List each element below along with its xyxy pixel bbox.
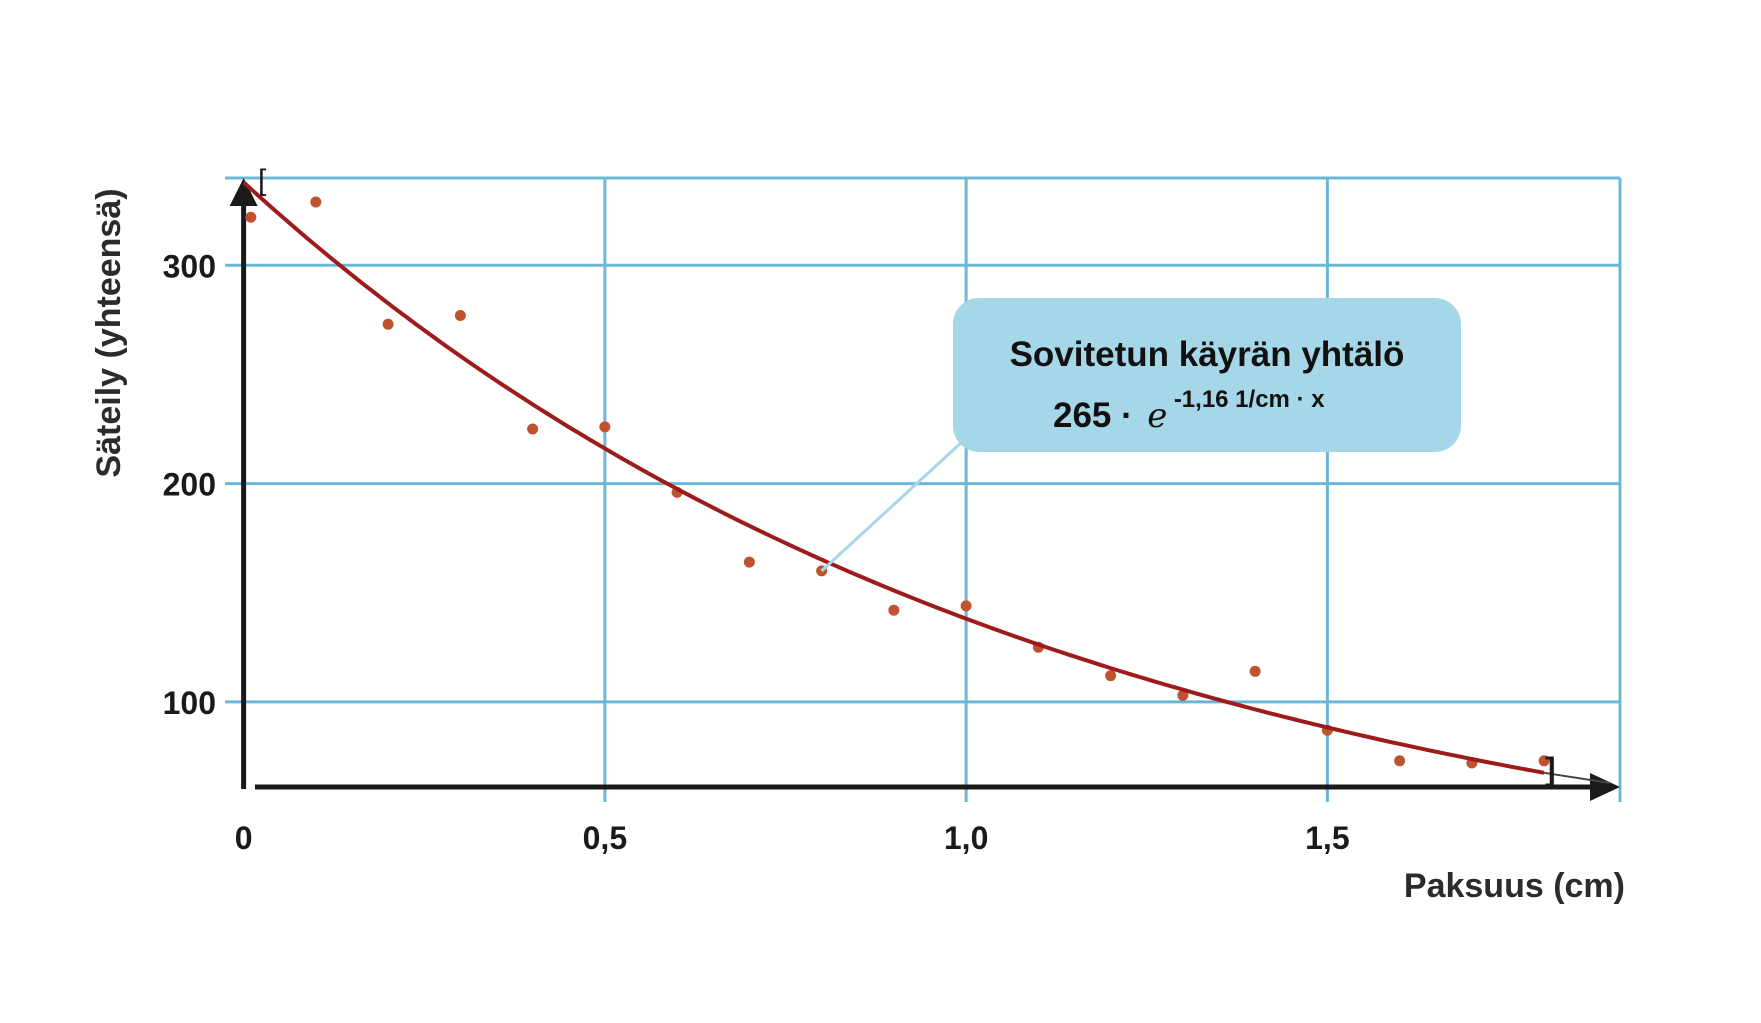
equation-base: e <box>1147 396 1167 436</box>
equation-callout: Sovitetun käyrän yhtälö 265 · e -1,16 1/… <box>953 298 1461 452</box>
equation-coefficient: 265 · <box>1053 396 1133 435</box>
data-point <box>1177 689 1189 701</box>
data-point <box>1538 755 1550 767</box>
y-tick-label: 300 <box>163 248 216 284</box>
grid <box>225 176 1622 802</box>
data-point <box>310 196 322 208</box>
x-tick-label: 1,0 <box>944 820 988 856</box>
equation-exponent: -1,16 1/cm · x <box>1174 386 1325 413</box>
fitted-curve <box>242 180 1545 775</box>
y-axis-label: Säteily (yhteensä) <box>90 188 128 477</box>
fit-range-start-marker: [ <box>258 164 267 197</box>
x-axis-label: Paksuus (cm) <box>1404 867 1625 905</box>
data-point <box>527 423 539 435</box>
data-point <box>888 604 900 616</box>
data-point <box>743 556 755 568</box>
y-tick-label: 200 <box>163 467 216 503</box>
callout-leader-line <box>820 428 977 573</box>
data-point <box>599 421 611 433</box>
x-axis-arrow-icon <box>1590 773 1620 801</box>
fit-range-end-arrow <box>1543 771 1611 784</box>
tick-labels: 0 0,5 1,0 1,5 100 200 300 <box>163 248 1350 856</box>
y-axis-arrow-icon <box>229 178 258 206</box>
data-point <box>454 310 466 322</box>
x-tick-label: 0,5 <box>583 820 627 856</box>
x-tick-label: 0 <box>235 820 253 856</box>
data-point <box>1105 670 1117 682</box>
data-point <box>245 211 257 223</box>
data-point <box>1249 665 1261 677</box>
callout-equation: 265 · e -1,16 1/cm · x <box>1053 386 1325 436</box>
data-point <box>1394 755 1406 767</box>
callout-title: Sovitetun käyrän yhtälö <box>1010 335 1405 374</box>
axes <box>229 178 1620 801</box>
callout-box <box>953 298 1461 452</box>
data-point <box>382 318 394 330</box>
x-tick-label: 1,5 <box>1305 820 1349 856</box>
y-tick-label: 100 <box>163 685 216 721</box>
fit-range-end-marker: ] <box>1545 751 1556 787</box>
data-point <box>960 600 972 612</box>
